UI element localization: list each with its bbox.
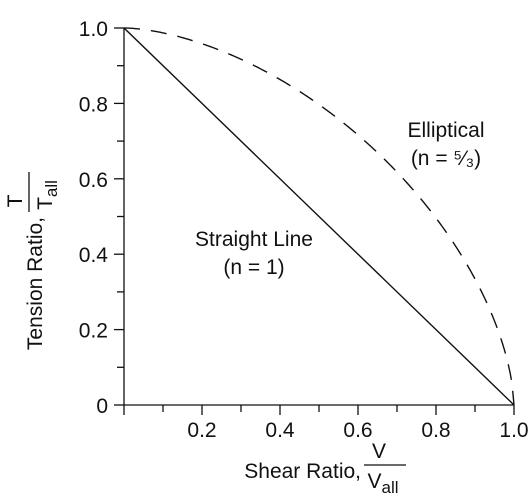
x-axis-title: Shear Ratio, V Vall [244,440,406,497]
y-tick-label: 0.2 [79,320,108,343]
y-axis-fraction-numerator: T [4,194,27,207]
elliptical-exponent-label: (n = ⁵⁄₃) [411,147,481,170]
x-tick-label: 0.6 [343,419,372,442]
series-layer [123,27,515,406]
straight-line-series [123,27,515,406]
tick-labels: 0.2 0.4 0.6 0.8 1.0 0 0.2 0.4 0.6 0.8 1.0 [79,18,529,442]
y-axis-title-text: Tension Ratio, [24,217,47,350]
x-tick-label: 1.0 [499,419,528,442]
straight-line-exponent-label: (n = 1) [223,256,284,279]
y-tick-label: 0.6 [79,169,108,192]
x-axis-title-text: Shear Ratio, [244,460,361,483]
ticks [114,27,515,415]
elliptical-label: Elliptical [407,119,484,142]
elliptical-series [123,27,515,406]
y-axis-title: Tension Ratio, T Tall [4,172,61,350]
x-axis-fraction-denominator: Vall [367,470,398,497]
x-tick-label: 0.2 [187,419,216,442]
y-tick-label: 0.8 [79,93,108,116]
x-tick-label: 0.4 [265,419,295,442]
straight-line-label: Straight Line [195,228,313,251]
y-tick-label: 0.4 [79,244,109,267]
x-tick-label: 0.8 [421,419,450,442]
y-axis-fraction-denominator: Tall [34,180,61,210]
y-tick-label: 0 [96,395,108,418]
y-tick-label: 1.0 [79,18,108,41]
x-axis-fraction-numerator: V [372,440,386,463]
